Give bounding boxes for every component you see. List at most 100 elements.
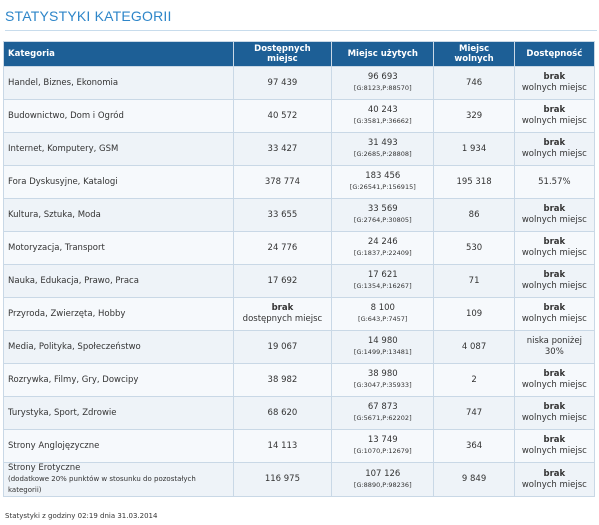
category-stats-table: Kategoria Dostępnych miejsc Miejsc użyty… <box>3 41 595 497</box>
category-cell: Budownictwo, Dom i Ogród <box>4 100 233 132</box>
used-detail: [G:3047,P:35933] <box>353 381 412 389</box>
availability-status: brak <box>543 303 566 313</box>
used-detail: [G:5671,P:62202] <box>353 414 412 422</box>
available-value: 38 982 <box>267 374 298 385</box>
used-detail: [G:1354,P:16267] <box>353 282 412 290</box>
column-header-availability: Dostępność <box>514 42 594 66</box>
availability-status: brak <box>543 369 566 379</box>
table-row: Fora Dyskusyjne, Katalogi 378 774 183 456 [… <box>4 166 594 198</box>
used-value: 8 100 <box>370 303 395 313</box>
used-detail: [G:2685,P:28808] <box>353 150 412 158</box>
available-value: 68 620 <box>267 407 298 418</box>
availability-cell: brak wolnych miejsc <box>514 133 594 165</box>
free-cell: 746 <box>434 67 514 99</box>
availability-value: wolnych miejsc <box>521 215 587 225</box>
used-cell: 14 980 [G:1499,P:13481] <box>332 331 434 363</box>
available-value: 97 439 <box>267 77 298 88</box>
availability-value: wolnych miejsc <box>521 314 587 324</box>
availability-value: wolnych miejsc <box>521 149 587 159</box>
used-cell: 8 100 [G:643,P:7457] <box>332 298 434 330</box>
free-cell: 329 <box>434 100 514 132</box>
free-cell: 747 <box>434 397 514 429</box>
category-name: Internet, Komputery, GSM <box>8 143 119 154</box>
category-name: Turystyka, Sport, Zdrowie <box>8 407 117 418</box>
table-row: Motoryzacja, Transport 24 776 24 246 [G:183… <box>4 232 594 264</box>
category-cell: Kultura, Sztuka, Moda <box>4 199 233 231</box>
category-cell: Nauka, Edukacja, Prawo, Praca <box>4 265 233 297</box>
availability-status: brak <box>543 468 566 479</box>
table-row: Przyroda, Zwierzęta, Hobby brak dostępnych… <box>4 298 594 330</box>
available-cell: 33 427 <box>233 133 332 165</box>
category-cell: Motoryzacja, Transport <box>4 232 233 264</box>
available-value: 19 067 <box>267 341 298 352</box>
table-row: Budownictwo, Dom i Ogród 40 572 40 243 [G:3… <box>4 100 594 132</box>
free-cell: 195 318 <box>434 166 514 198</box>
column-header-used: Miejsc użytych <box>332 42 434 66</box>
availability-cell: brak wolnych miejsc <box>514 265 594 297</box>
used-cell: 183 456 [G:26541,P:156915] <box>332 166 434 198</box>
used-cell: 40 243 [G:3581,P:36662] <box>332 100 434 132</box>
available-cell: 97 439 <box>233 67 332 99</box>
availability-value: wolnych miejsc <box>521 83 587 93</box>
availability-value: wolnych miejsc <box>521 116 587 126</box>
available-cell: 378 774 <box>233 166 332 198</box>
available-cell: 19 067 <box>233 331 332 363</box>
category-name: Rozrywka, Filmy, Gry, Dowcipy <box>8 374 139 385</box>
availability-cell: brak wolnych miejsc <box>514 100 594 132</box>
available-value: 116 975 <box>264 474 300 484</box>
used-value: 40 243 <box>367 105 398 115</box>
used-value: 17 621 <box>367 270 398 280</box>
availability-value: wolnych miejsc <box>521 248 587 258</box>
category-cell: Media, Polityka, Społeczeństwo <box>4 331 233 363</box>
used-value: 24 246 <box>367 237 398 247</box>
used-cell: 38 980 [G:3047,P:35933] <box>332 364 434 396</box>
used-detail: [G:643,P:7457] <box>358 315 408 323</box>
used-cell: 67 873 [G:5671,P:62202] <box>332 397 434 429</box>
free-cell: 86 <box>434 199 514 231</box>
column-header-available: Dostępnych miejsc <box>233 42 332 66</box>
availability-cell: brak wolnych miejsc <box>514 199 594 231</box>
used-detail: [G:8123,P:88570] <box>353 84 412 92</box>
category-name: Strony Anglojęzyczne <box>8 440 100 451</box>
used-detail: [G:3581,P:36662] <box>353 117 412 125</box>
available-cell: 40 572 <box>233 100 332 132</box>
table-row: Strony Anglojęzyczne 14 113 13 749 [G:1070,… <box>4 430 594 462</box>
category-name: Fora Dyskusyjne, Katalogi <box>8 176 118 187</box>
availability-status: brak <box>543 237 566 247</box>
used-detail: [G:1499,P:13481] <box>353 348 412 356</box>
used-cell: 13 749 [G:1070,P:12679] <box>332 430 434 462</box>
table-row: Rozrywka, Filmy, Gry, Dowcipy 38 982 38 98… <box>4 364 594 396</box>
availability-cell: niska poniżej 30% <box>514 331 594 363</box>
availability-cell: brak wolnych miejsc <box>514 430 594 462</box>
available-value: 33 655 <box>267 209 298 220</box>
available-value: 40 572 <box>267 110 298 121</box>
availability-status: brak <box>543 435 566 445</box>
category-cell: Strony Anglojęzyczne <box>4 430 233 462</box>
availability-value: wolnych miejsc <box>521 479 587 490</box>
available-cell: 116 975 <box>233 463 332 496</box>
used-detail: [G:1837,P:22409] <box>353 249 412 257</box>
used-value: 183 456 <box>365 171 401 181</box>
free-cell: 9 849 <box>434 463 514 496</box>
used-value: 31 493 <box>367 138 398 148</box>
availability-cell: brak wolnych miejsc <box>514 67 594 99</box>
free-cell: 364 <box>434 430 514 462</box>
availability-status: brak <box>543 138 566 148</box>
used-cell: 96 693 [G:8123,P:88570] <box>332 67 434 99</box>
table-row: Turystyka, Sport, Zdrowie 68 620 67 873 [G:… <box>4 397 594 429</box>
availability-status: brak <box>543 72 566 82</box>
available-value: 17 692 <box>267 275 298 286</box>
table-row: Nauka, Edukacja, Prawo, Praca 17 692 17 62… <box>4 265 594 297</box>
table-row: Media, Polityka, Społeczeństwo 19 067 14 9… <box>4 331 594 363</box>
available-cell: 17 692 <box>233 265 332 297</box>
category-cell: Rozrywka, Filmy, Gry, Dowcipy <box>4 364 233 396</box>
availability-status: brak <box>543 270 566 280</box>
category-name: Nauka, Edukacja, Prawo, Praca <box>8 275 139 286</box>
available-cell: 14 113 <box>233 430 332 462</box>
used-cell: 17 621 [G:1354,P:16267] <box>332 265 434 297</box>
availability-cell: brak wolnych miejsc <box>514 397 594 429</box>
category-name: Motoryzacja, Transport <box>8 242 105 253</box>
used-cell: 24 246 [G:1837,P:22409] <box>332 232 434 264</box>
category-cell: Przyroda, Zwierzęta, Hobby <box>4 298 233 330</box>
available-cell: 24 776 <box>233 232 332 264</box>
